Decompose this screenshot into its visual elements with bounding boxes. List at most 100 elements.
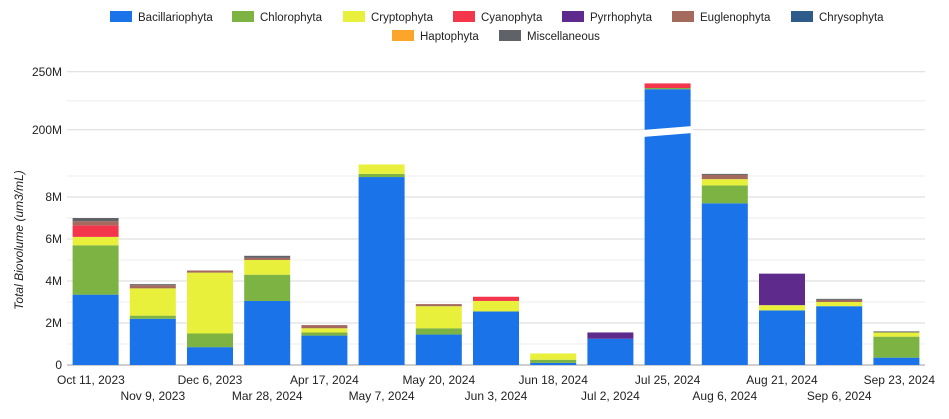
y-axis-ticks: 0 2M 4M 6M 8M 200M 250M bbox=[32, 65, 62, 372]
legend-item-chlorophyta[interactable]: Chlorophyta bbox=[232, 11, 323, 24]
legend-label: Chrysophyta bbox=[819, 12, 884, 24]
bar-nov-9-2023[interactable] bbox=[129, 284, 176, 365]
bar-segment-cryptophyta bbox=[816, 302, 863, 307]
legend-item-chrysophyta[interactable]: Chrysophyta bbox=[791, 11, 884, 24]
bar-may-7-2024[interactable] bbox=[358, 164, 405, 365]
legend-item-bacillariophyta[interactable]: Bacillariophyta bbox=[110, 11, 213, 24]
bars bbox=[72, 83, 920, 366]
x-tick-label: May 7, 2024 bbox=[349, 389, 415, 403]
y-tick-label: 200M bbox=[32, 123, 62, 137]
bar-segment-chlorophyta bbox=[873, 336, 920, 358]
legend-swatch bbox=[453, 11, 475, 22]
bar-segment-cryptophyta bbox=[415, 306, 462, 329]
y-tick-label: 6M bbox=[45, 232, 62, 246]
bar-segment-bacillariophyta bbox=[129, 318, 176, 365]
bar-segment-miscellaneous bbox=[816, 298, 863, 300]
y-tick-label: 2M bbox=[45, 316, 62, 330]
bar-segment-cryptophyta bbox=[187, 272, 233, 334]
x-tick-label: Mar 28, 2024 bbox=[232, 389, 303, 403]
bar-segment-cyanophyta bbox=[72, 225, 119, 237]
legend-item-miscellaneous[interactable]: Miscellaneous bbox=[499, 30, 600, 43]
bar-segment-bacillariophyta bbox=[301, 335, 348, 365]
bar-segment-cryptophyta bbox=[72, 236, 119, 246]
x-tick-label: Sep 23, 2024 bbox=[864, 373, 936, 387]
legend-label: Euglenophyta bbox=[700, 12, 771, 24]
bar-segment-chlorophyta bbox=[72, 245, 119, 295]
bar-jul-2-2024[interactable] bbox=[587, 332, 634, 365]
bar-segment-chlorophyta bbox=[244, 274, 291, 301]
bar-segment-bacillariophyta bbox=[415, 334, 462, 365]
x-tick-label: Jun 18, 2024 bbox=[518, 373, 588, 387]
legend-label: Cryptophyta bbox=[371, 12, 434, 24]
legend-item-haptophyta[interactable]: Haptophyta bbox=[392, 30, 479, 43]
x-tick-label: Sep 6, 2024 bbox=[807, 389, 872, 403]
x-tick-label: Aug 21, 2024 bbox=[746, 373, 818, 387]
x-tick-label: Dec 6, 2023 bbox=[178, 373, 243, 387]
legend-swatch bbox=[232, 11, 254, 22]
legend-item-euglenophyta[interactable]: Euglenophyta bbox=[672, 11, 771, 24]
bar-segment-cryptophyta bbox=[530, 353, 577, 360]
y-tick-label: 0 bbox=[55, 358, 62, 372]
bar-segment-euglenophyta bbox=[415, 304, 462, 307]
bar-segment-bacillariophyta bbox=[816, 306, 863, 365]
legend-item-cyanophyta[interactable]: Cyanophyta bbox=[453, 11, 543, 24]
x-tick-label: May 20, 2024 bbox=[402, 373, 475, 387]
bar-jul-25-2024[interactable] bbox=[642, 83, 693, 365]
bar-segment-bacillariophyta bbox=[873, 357, 920, 365]
bar-segment-miscellaneous bbox=[701, 173, 748, 175]
bar-segment-chlorophyta bbox=[129, 315, 176, 319]
x-tick-label: Apr 17, 2024 bbox=[290, 373, 359, 387]
bar-jun-3-2024[interactable] bbox=[473, 296, 519, 365]
bar-segment-chlorophyta bbox=[530, 359, 577, 363]
legend-swatch bbox=[110, 11, 132, 22]
bar-segment-miscellaneous bbox=[244, 255, 291, 258]
legend-label: Chlorophyta bbox=[260, 12, 323, 24]
bar-mar-28-2024[interactable] bbox=[244, 255, 291, 365]
bar-jun-18-2024[interactable] bbox=[530, 353, 577, 365]
legend-item-cryptophyta[interactable]: Cryptophyta bbox=[343, 11, 434, 24]
legend-label: Cyanophyta bbox=[481, 12, 543, 24]
legend-label: Miscellaneous bbox=[527, 31, 600, 43]
bar-segment-cryptophyta bbox=[301, 328, 348, 333]
bar-segment-bacillariophyta bbox=[358, 177, 405, 365]
bar-aug-6-2024[interactable] bbox=[701, 173, 748, 365]
bar-segment-cyanophyta bbox=[473, 296, 519, 301]
bar-segment-chlorophyta bbox=[301, 332, 348, 336]
axis-break-marker bbox=[642, 126, 693, 137]
bar-may-20-2024[interactable] bbox=[415, 304, 462, 365]
bar-oct-11-2023[interactable] bbox=[72, 218, 119, 365]
x-tick-label: Oct 11, 2023 bbox=[57, 373, 125, 387]
y-tick-label: 250M bbox=[32, 65, 62, 79]
bar-segment-pyrrhophyta bbox=[587, 332, 634, 339]
bar-segment-pyrrhophyta bbox=[759, 273, 805, 306]
legend-swatch bbox=[672, 11, 694, 22]
y-tick-label: 4M bbox=[45, 274, 62, 288]
bar-sep-6-2024[interactable] bbox=[816, 298, 863, 365]
bar-segment-chlorophyta bbox=[187, 333, 233, 348]
legend-item-pyrrhophyta[interactable]: Pyrrhophyta bbox=[562, 11, 653, 24]
legend-swatch bbox=[499, 30, 521, 41]
bar-segment-chlorophyta bbox=[415, 328, 462, 335]
bar-aug-21-2024[interactable] bbox=[759, 273, 805, 365]
bar-segment-miscellaneous bbox=[129, 284, 176, 286]
bar-segment-cryptophyta bbox=[358, 164, 405, 174]
bar-segment-euglenophyta bbox=[72, 221, 119, 226]
bar-segment-bacillariophyta bbox=[72, 294, 119, 365]
bar-segment-cryptophyta bbox=[473, 300, 519, 312]
legend-label: Bacillariophyta bbox=[138, 12, 213, 24]
x-tick-label: Nov 9, 2023 bbox=[120, 389, 185, 403]
bar-segment-euglenophyta bbox=[701, 174, 748, 180]
bar-sep-23-2024[interactable] bbox=[873, 331, 920, 365]
x-axis-ticks: Oct 11, 2023 Nov 9, 2023 Dec 6, 2023 Mar 28… bbox=[57, 373, 935, 403]
bar-dec-6-2023[interactable] bbox=[187, 270, 233, 366]
bar-segment-bacillariophyta bbox=[701, 203, 748, 365]
legend: Bacillariophyta Chlorophyta Cryptophyta Cya… bbox=[110, 11, 884, 43]
bar-segment-cryptophyta bbox=[129, 288, 176, 316]
bar-segment-euglenophyta bbox=[187, 270, 233, 273]
bar-apr-17-2024[interactable] bbox=[301, 325, 348, 365]
y-axis-label: Total Biovolume (um3/mL) bbox=[12, 170, 26, 310]
legend-swatch bbox=[392, 30, 414, 41]
legend-swatch bbox=[791, 11, 813, 22]
bar-segment-bacillariophyta bbox=[587, 338, 634, 365]
